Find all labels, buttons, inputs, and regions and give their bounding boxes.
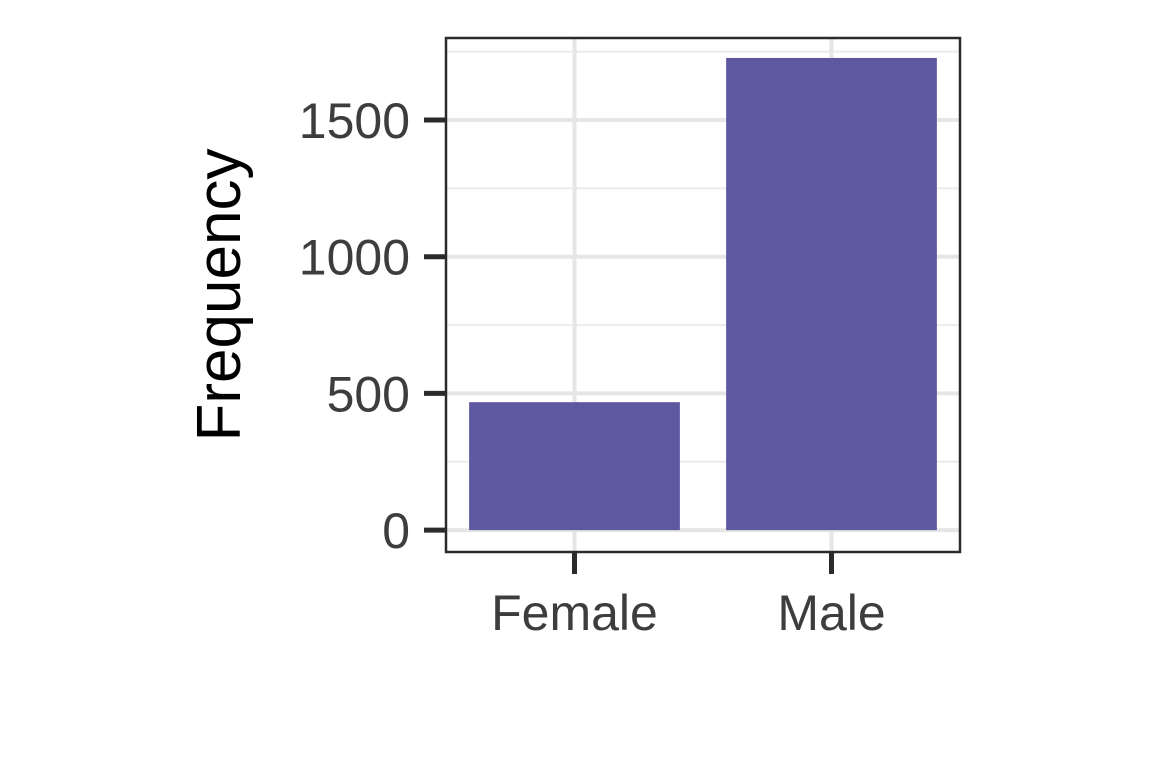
y-axis-title: Frequency — [185, 149, 254, 442]
tick-labels: 0 500 1000 1500 Female Male — [299, 93, 886, 641]
bars — [469, 57, 937, 531]
y-tick-label: 0 — [382, 503, 410, 559]
bar-female — [469, 402, 680, 531]
panel-border — [444, 36, 962, 554]
y-tick-label: 1000 — [299, 230, 410, 286]
axis-ticks — [424, 117, 834, 574]
y-tick-label: 500 — [327, 366, 410, 422]
x-tick-label: Female — [491, 585, 658, 641]
y-tick-label: 1500 — [299, 93, 410, 149]
bar-male — [726, 57, 937, 531]
x-tick-label: Male — [777, 585, 885, 641]
